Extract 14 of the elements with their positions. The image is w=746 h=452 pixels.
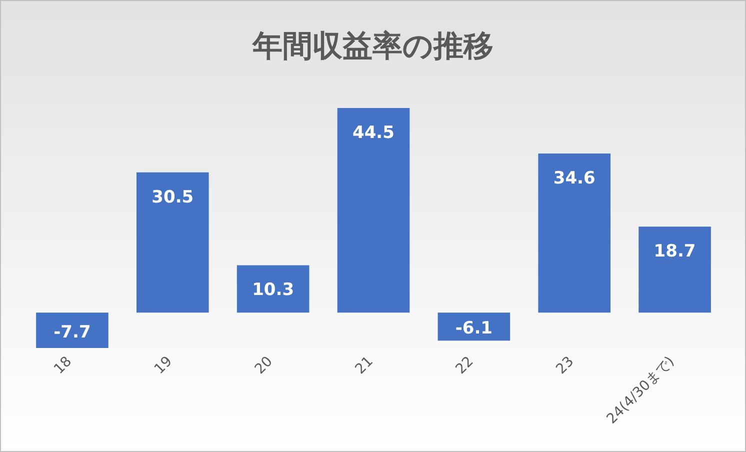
x-tick-label: 23 — [553, 354, 578, 378]
data-label: 10.3 — [252, 280, 294, 300]
x-tick-label: 22 — [452, 354, 477, 378]
x-tick-label: 19 — [152, 354, 176, 378]
data-label: 30.5 — [152, 187, 194, 208]
data-label: -6.1 — [455, 318, 493, 339]
data-label: -7.7 — [54, 322, 91, 342]
data-label: 34.6 — [553, 168, 596, 189]
data-label: 18.7 — [654, 242, 696, 262]
x-tick-label: 18 — [51, 354, 76, 378]
chart-title: 年間収益率の推移 — [252, 29, 494, 64]
x-tick-label: 21 — [352, 354, 376, 378]
x-tick-label: 20 — [252, 354, 276, 378]
data-label: 44.5 — [352, 123, 394, 143]
